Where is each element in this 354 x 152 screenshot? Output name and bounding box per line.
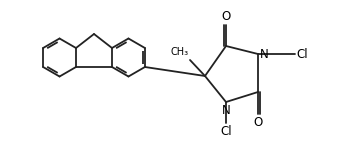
Text: CH₃: CH₃ [171,47,189,57]
Text: O: O [221,10,230,23]
Text: Cl: Cl [220,125,232,138]
Text: N: N [222,104,230,117]
Text: O: O [253,116,263,129]
Text: N: N [260,47,269,60]
Text: Cl: Cl [296,47,308,60]
